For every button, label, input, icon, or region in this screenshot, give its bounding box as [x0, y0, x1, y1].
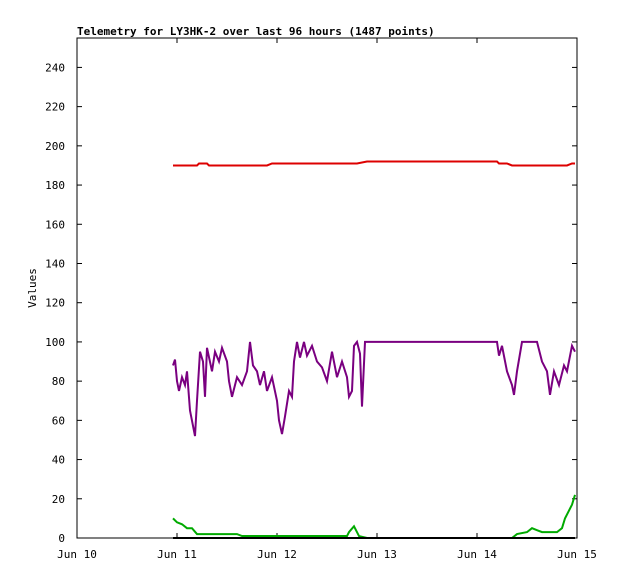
x-tick-label: Jun 14 — [457, 548, 497, 561]
x-tick-label: Jun 11 — [157, 548, 197, 561]
y-tick-label: 60 — [52, 414, 65, 427]
x-tick-label: Jun 10 — [57, 548, 97, 561]
series-line — [172, 339, 576, 437]
y-tick-label: 220 — [45, 101, 65, 114]
y-tick-label: 200 — [45, 140, 65, 153]
y-tick-label: 20 — [52, 493, 65, 506]
y-tick-label: 100 — [45, 336, 65, 349]
y-tick-label: 80 — [52, 375, 65, 388]
y-axis-label: Values — [26, 268, 39, 308]
y-tick-label: 240 — [45, 61, 65, 74]
y-tick-label: 40 — [52, 454, 65, 467]
series-line — [173, 160, 575, 167]
y-tick-label: 160 — [45, 218, 65, 231]
x-tick-label: Jun 15 — [557, 548, 597, 561]
chart-title: Telemetry for LY3HK-2 over last 96 hours… — [77, 25, 435, 38]
plot-frame — [76, 37, 578, 539]
y-tick-label: 0 — [58, 532, 65, 545]
y-tick-label: 120 — [45, 297, 65, 310]
x-tick-label: Jun 13 — [357, 548, 397, 561]
y-tick-label: 180 — [45, 179, 65, 192]
series-line — [172, 494, 576, 539]
x-tick-label: Jun 12 — [257, 548, 297, 561]
y-tick-label: 140 — [45, 257, 65, 270]
